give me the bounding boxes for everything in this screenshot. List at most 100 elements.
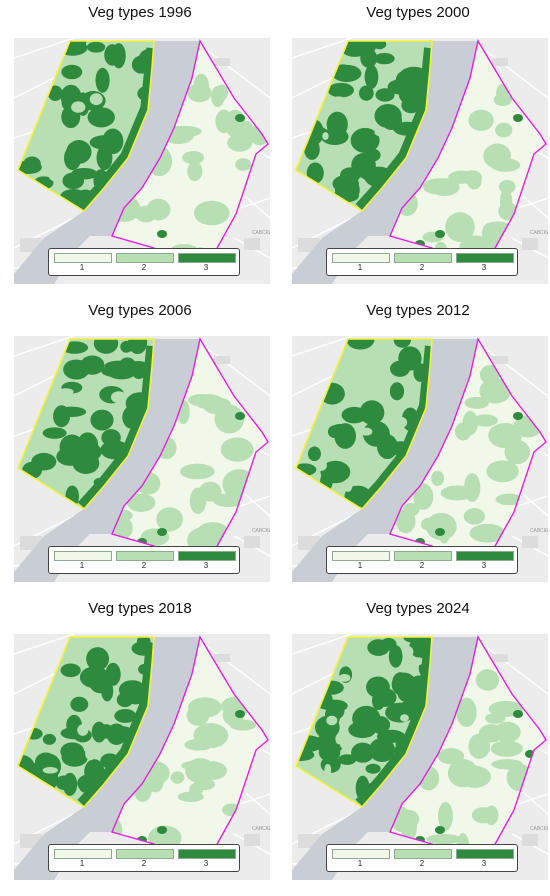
map-panel-2000: Veg types 2000 САВСКИ 1 2 3: [284, 0, 550, 292]
panel-title: Veg types 2024: [366, 600, 470, 617]
legend-swatch-1: [332, 849, 390, 859]
dark-vegetation-patch: [114, 708, 137, 723]
legend-label: 3: [203, 263, 209, 272]
legend-swatch-1: [54, 551, 112, 561]
dark-vegetation-patch: [326, 111, 348, 138]
legend-label: 3: [481, 859, 487, 868]
map-canvas: САВСКИ: [292, 634, 548, 880]
west-zone-boundary: [17, 636, 155, 809]
dark-vegetation-patch: [389, 360, 410, 377]
dark-vegetation-patch: [375, 88, 395, 102]
legend-label: 2: [419, 263, 425, 272]
legend-swatch-1: [332, 551, 390, 561]
legend-label: 1: [357, 263, 363, 272]
river: [292, 339, 478, 582]
dark-vegetation-patch: [86, 647, 110, 671]
dark-vegetation-patch: [42, 427, 67, 439]
dark-vegetation-patch: [360, 48, 378, 68]
legend-swatch-2: [394, 253, 452, 263]
map-canvas: САВСКИ: [292, 336, 548, 582]
dark-vegetation-patch: [393, 339, 411, 348]
dark-vegetation-patch: [332, 175, 360, 193]
dark-vegetation-patch: [56, 406, 87, 418]
panel-title: Veg types 2000: [366, 4, 470, 21]
legend-swatch-1: [54, 849, 112, 859]
west-zone-boundary: [17, 40, 155, 213]
river: [292, 41, 478, 284]
dark-vegetation-patch: [341, 406, 367, 424]
dark-vegetation-patch: [377, 434, 398, 460]
dark-vegetation-patch: [60, 663, 81, 678]
dark-vegetation-patch: [351, 742, 375, 763]
dark-vegetation-patch: [61, 64, 83, 80]
map-panel-2018: Veg types 2018 САВСКИ 1 2 3: [6, 596, 274, 888]
dark-vegetation-patch: [348, 721, 377, 739]
dark-vegetation-patch: [71, 167, 98, 180]
river: [14, 339, 200, 582]
dark-vegetation-patch: [95, 67, 110, 93]
vegetation-map[interactable]: САВСКИ 1 2 3: [292, 38, 548, 284]
legend-swatch-2: [116, 253, 174, 263]
dark-vegetation-patch: [435, 826, 445, 834]
dark-vegetation-patch: [350, 127, 380, 153]
dark-vegetation-patch: [235, 412, 245, 420]
dark-vegetation-patch: [101, 680, 114, 702]
map-canvas: САВСКИ: [14, 634, 270, 880]
dark-vegetation-patch: [79, 666, 110, 689]
district-label: САВСКИ: [252, 230, 270, 236]
legend-label: 3: [203, 561, 209, 570]
dark-vegetation-patch: [235, 114, 245, 122]
legend-swatch-2: [116, 849, 174, 859]
dark-vegetation-patch: [318, 742, 341, 762]
west-zone-boundary: [295, 338, 433, 511]
dark-vegetation-patch: [66, 140, 92, 164]
dark-vegetation-patch: [369, 738, 396, 762]
legend-label: 2: [419, 561, 425, 570]
district-label: САВСКИ: [530, 826, 548, 832]
west-zone-boundary: [17, 338, 155, 511]
legend-label: 2: [141, 561, 147, 570]
dark-vegetation-patch: [327, 82, 354, 98]
dark-vegetation-patch: [513, 710, 523, 718]
dark-vegetation-patch: [367, 639, 390, 656]
dark-vegetation-patch: [327, 425, 341, 439]
dark-vegetation-patch: [87, 107, 115, 128]
dark-vegetation-patch: [100, 133, 117, 149]
panel-title: Veg types 2012: [366, 302, 470, 319]
dark-vegetation-patch: [90, 409, 114, 431]
vegetation-map[interactable]: САВСКИ 1 2 3: [14, 634, 270, 880]
dark-vegetation-patch: [91, 721, 107, 743]
legend-swatch-1: [54, 253, 112, 263]
legend-swatch-2: [116, 551, 174, 561]
vegetation-map[interactable]: САВСКИ 1 2 3: [292, 634, 548, 880]
dark-vegetation-patch: [306, 162, 324, 184]
west-zone-vegetation: [296, 41, 432, 211]
dark-vegetation-patch: [359, 400, 385, 425]
map-legend: 1 2 3: [326, 248, 518, 276]
dark-vegetation-patch: [127, 339, 148, 355]
dark-vegetation-patch: [118, 357, 137, 377]
dark-vegetation-patch: [328, 701, 345, 720]
map-panel-2012: Veg types 2012 САВСКИ 1 2 3: [284, 298, 550, 590]
vegetation-map[interactable]: САВСКИ 1 2 3: [14, 336, 270, 582]
legend-swatch-3: [178, 253, 236, 263]
map-legend: 1 2 3: [326, 844, 518, 872]
dark-vegetation-patch: [435, 230, 445, 238]
dark-vegetation-patch: [371, 691, 385, 711]
vegetation-map[interactable]: САВСКИ 1 2 3: [292, 336, 548, 582]
dark-vegetation-patch: [47, 85, 63, 102]
map-legend: 1 2 3: [48, 546, 240, 574]
legend-label: 3: [203, 859, 209, 868]
panel-title: Veg types 2018: [88, 600, 192, 617]
vegetation-map[interactable]: САВСКИ 1 2 3: [14, 38, 270, 284]
map-canvas: САВСКИ: [14, 336, 270, 582]
dark-vegetation-patch: [96, 145, 113, 171]
legend-label: 2: [419, 859, 425, 868]
dark-vegetation-patch: [359, 85, 374, 101]
legend-label: 3: [481, 561, 487, 570]
dark-vegetation-patch: [397, 684, 421, 703]
dark-vegetation-patch: [365, 763, 381, 774]
legend-label: 3: [481, 263, 487, 272]
panel-title: Veg types 1996: [88, 4, 192, 21]
dark-vegetation-patch: [157, 230, 167, 238]
